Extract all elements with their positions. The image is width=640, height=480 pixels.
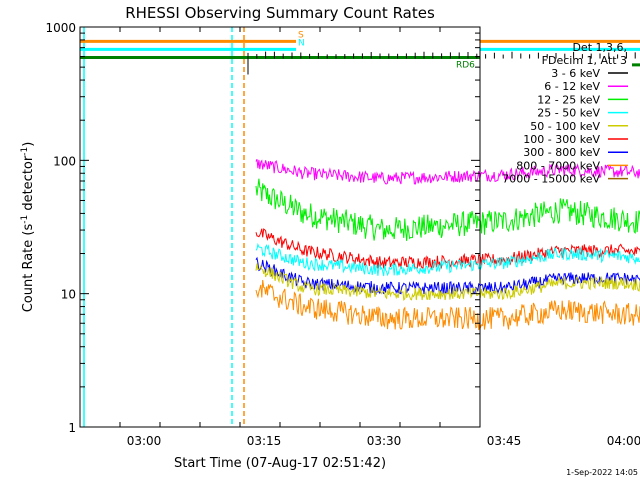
y-axis-label-main: Count Rate (s bbox=[21, 224, 36, 313]
y-tick-label: 1 bbox=[68, 421, 76, 435]
legend-entry-5: 100 - 300 keV bbox=[523, 133, 600, 146]
chart-title: RHESSI Observing Summary Count Rates bbox=[125, 4, 435, 22]
status-bar-label-0: S bbox=[298, 30, 304, 40]
y-axis-label-end: ) bbox=[21, 142, 36, 147]
y-axis: 1 10 100 1000 bbox=[45, 21, 480, 435]
series-line-4 bbox=[255, 263, 640, 302]
legend-header-line1: Det 1,3,6, bbox=[572, 41, 627, 54]
footer-date: 1-Sep-2022 14:05 bbox=[566, 468, 638, 477]
legend-entry-2: 12 - 25 keV bbox=[537, 93, 600, 106]
y-tick-label: 1000 bbox=[45, 21, 76, 35]
legend-entry-3: 25 - 50 keV bbox=[537, 107, 600, 120]
series-line-1 bbox=[255, 159, 640, 185]
plot-area: SN RD6 bbox=[80, 27, 640, 427]
status-bar-label-1: N bbox=[298, 38, 305, 48]
legend-header-line2: FDecim 1, Att 3 bbox=[542, 54, 627, 67]
y-axis-label-mid: detector bbox=[21, 155, 36, 215]
x-axis-label: Start Time (07-Aug-17 02:51:42) bbox=[174, 456, 386, 471]
legend-entry-8: 7000 - 15000 keV bbox=[502, 173, 600, 186]
legend-entry-0: 3 - 6 keV bbox=[551, 67, 600, 80]
series-line-5 bbox=[255, 228, 640, 270]
series-line-6 bbox=[255, 256, 640, 296]
x-tick-label: 03:00 bbox=[127, 434, 162, 448]
x-tick-label: 04:00 bbox=[607, 434, 640, 448]
series-line-2 bbox=[255, 178, 640, 241]
y-axis-label: Count Rate (s-1 detector-1) bbox=[20, 142, 36, 313]
y-tick-label: 10 bbox=[61, 288, 76, 302]
series-line-3 bbox=[255, 242, 640, 277]
legend-entry-4: 50 - 100 keV bbox=[530, 120, 600, 133]
series-line-7 bbox=[255, 279, 640, 331]
status-bar-label-2: RD6 bbox=[456, 61, 475, 71]
y-axis-label-sup2: -1 bbox=[20, 147, 30, 156]
legend-entry-7: 800 - 7000 keV bbox=[516, 159, 600, 172]
legend-entry-1: 6 - 12 keV bbox=[544, 80, 600, 93]
y-tick-label: 100 bbox=[53, 154, 76, 168]
y-axis-label-sup1: -1 bbox=[20, 215, 30, 224]
legend-entry-6: 300 - 800 keV bbox=[523, 146, 600, 159]
x-tick-label: 03:30 bbox=[367, 434, 402, 448]
x-tick-label: 03:45 bbox=[487, 434, 522, 448]
x-tick-label: 03:15 bbox=[247, 434, 282, 448]
